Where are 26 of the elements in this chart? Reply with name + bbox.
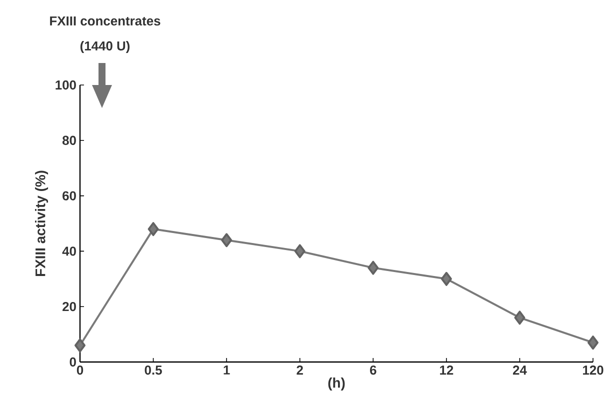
y-tick-label: 60 [62, 191, 76, 200]
x-tick-label: 6 [370, 366, 376, 375]
point [440, 272, 452, 286]
point [74, 338, 86, 352]
point [221, 233, 232, 248]
point [588, 336, 599, 350]
point [368, 260, 379, 275]
y-axis-title: FXIII activity (%) [35, 170, 48, 276]
x-tick-label: 24 [512, 366, 527, 375]
point [294, 244, 306, 258]
y-tick-label: 0 [70, 357, 76, 367]
x-tick-label: 2 [296, 366, 303, 375]
point [514, 310, 526, 325]
y-tick-label: 40 [62, 246, 76, 256]
x-tick-label: 1 [224, 366, 230, 374]
x-tick-label: 120 [583, 366, 604, 375]
text: (1440 U) [80, 40, 130, 54]
x-axis-title: (h) [328, 378, 345, 391]
text: FXIII concentrates [50, 16, 160, 26]
point [148, 222, 159, 236]
x-tick-label: 0.5 [144, 366, 162, 375]
x-tick-label: 12 [440, 366, 454, 375]
y-tick-label: 100 [56, 80, 76, 90]
y-tick-label: 20 [62, 302, 76, 312]
y-tick-label: 80 [62, 136, 76, 145]
x-tick-label: 0 [76, 366, 84, 375]
